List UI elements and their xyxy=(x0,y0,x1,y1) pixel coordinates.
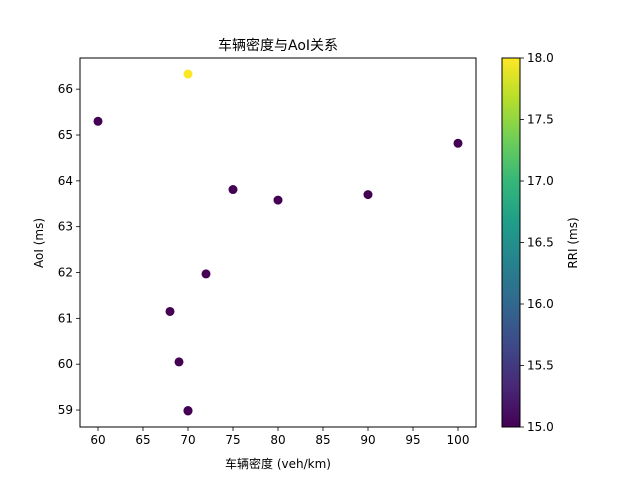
x-tick-label: 65 xyxy=(135,433,150,447)
y-tick-label: 65 xyxy=(58,128,73,142)
colorbar xyxy=(501,57,521,428)
colorbar-tick-label: 15.0 xyxy=(527,420,554,434)
data-point xyxy=(183,405,193,415)
plot-area xyxy=(79,57,477,428)
x-tick-label: 80 xyxy=(270,433,285,447)
data-point xyxy=(183,69,193,79)
x-tick-label: 100 xyxy=(447,433,470,447)
y-tick-label: 62 xyxy=(58,266,73,280)
x-tick-label: 70 xyxy=(180,433,195,447)
colorbar-tick-label: 17.5 xyxy=(527,113,554,127)
x-tick-label: 60 xyxy=(90,433,105,447)
data-point xyxy=(93,116,103,126)
x-axis-ticks: 60 65 70 75 80 85 90 95 100 xyxy=(90,427,469,447)
x-tick-label: 95 xyxy=(405,433,420,447)
x-tick-label: 85 xyxy=(315,433,330,447)
colorbar-tick-label: 15.5 xyxy=(527,359,554,373)
y-tick-label: 59 xyxy=(58,403,73,417)
x-tick-label: 75 xyxy=(225,433,240,447)
chart-title: 车辆密度与AoI关系 xyxy=(218,37,338,54)
data-point xyxy=(273,195,283,205)
data-point xyxy=(201,269,211,279)
data-point xyxy=(165,306,175,316)
x-axis-label: 车辆密度 (veh/km) xyxy=(225,456,331,471)
y-tick-label: 66 xyxy=(58,82,73,96)
data-point xyxy=(363,190,373,200)
y-tick-label: 63 xyxy=(58,220,73,234)
data-point xyxy=(174,357,184,367)
scatter-points xyxy=(93,69,463,416)
y-tick-label: 61 xyxy=(58,311,73,325)
colorbar-tick-label: 16.5 xyxy=(527,236,554,250)
colorbar-label: RRI (ms) xyxy=(566,217,580,268)
y-axis-label: AoI (ms) xyxy=(32,218,46,268)
colorbar-ticks: 15.0 15.5 16.0 16.5 17.0 17.5 18.0 xyxy=(520,51,554,434)
y-tick-label: 60 xyxy=(58,357,73,371)
colorbar-tick-label: 18.0 xyxy=(527,51,554,65)
y-axis-ticks: 59 60 61 62 63 64 65 66 xyxy=(58,82,80,417)
data-point xyxy=(453,138,463,148)
colorbar-tick-label: 17.0 xyxy=(527,174,554,188)
y-tick-label: 64 xyxy=(58,174,73,188)
colorbar-tick-label: 16.0 xyxy=(527,297,554,311)
data-point xyxy=(228,185,238,195)
x-tick-label: 90 xyxy=(360,433,375,447)
